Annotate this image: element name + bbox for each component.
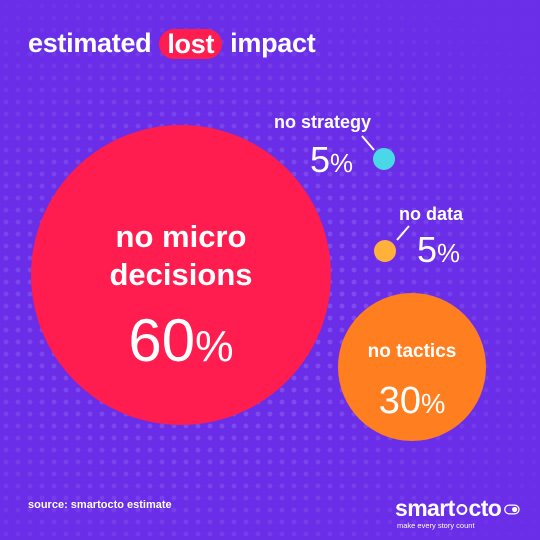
tactics-number: 30 <box>378 380 421 422</box>
strategy-label: no strategy <box>274 112 372 132</box>
data-connector <box>396 225 410 241</box>
logo-toggle-icon <box>504 504 520 515</box>
data-label: no data <box>399 204 464 224</box>
data-value: 5% <box>417 230 460 274</box>
micro-decisions-number: 60 <box>128 307 196 374</box>
data-dot <box>374 240 396 262</box>
strategy-unit: % <box>330 150 354 178</box>
strategy-value: 5% <box>310 140 353 184</box>
logo-wordmark: smart cto <box>395 495 520 522</box>
data-unit: % <box>437 240 461 268</box>
logo-word-start: smart <box>395 495 455 521</box>
micro-decisions-label-line2: decisions <box>109 257 253 292</box>
smartocto-logo: smart cto make every story count <box>395 495 520 530</box>
tactics-unit: % <box>420 388 446 419</box>
micro-decisions-circle <box>31 125 331 425</box>
micro-decisions-value: 60% <box>31 308 331 380</box>
title-before: estimated <box>28 28 152 58</box>
strategy-connector <box>361 135 375 151</box>
strategy-number: 5 <box>310 139 331 180</box>
tactics-label: no tactics <box>367 341 457 362</box>
tactics-value: 30% <box>338 380 486 425</box>
logo-tagline: make every story count <box>397 521 475 530</box>
micro-decisions-label-line1: no micro <box>115 219 247 254</box>
data-number: 5 <box>417 229 438 270</box>
strategy-dot <box>373 148 395 170</box>
logo-word-end: cto <box>468 495 502 521</box>
title-after: impact <box>230 28 316 58</box>
title: estimated lost impact <box>28 28 316 59</box>
logo-o-icon <box>456 504 468 515</box>
tactics-circle <box>338 293 486 441</box>
source-note: source: smartocto estimate <box>28 499 172 511</box>
title-highlight: lost <box>159 28 223 59</box>
micro-decisions-label: no micro decisions <box>31 218 331 294</box>
micro-decisions-unit: % <box>195 323 234 371</box>
